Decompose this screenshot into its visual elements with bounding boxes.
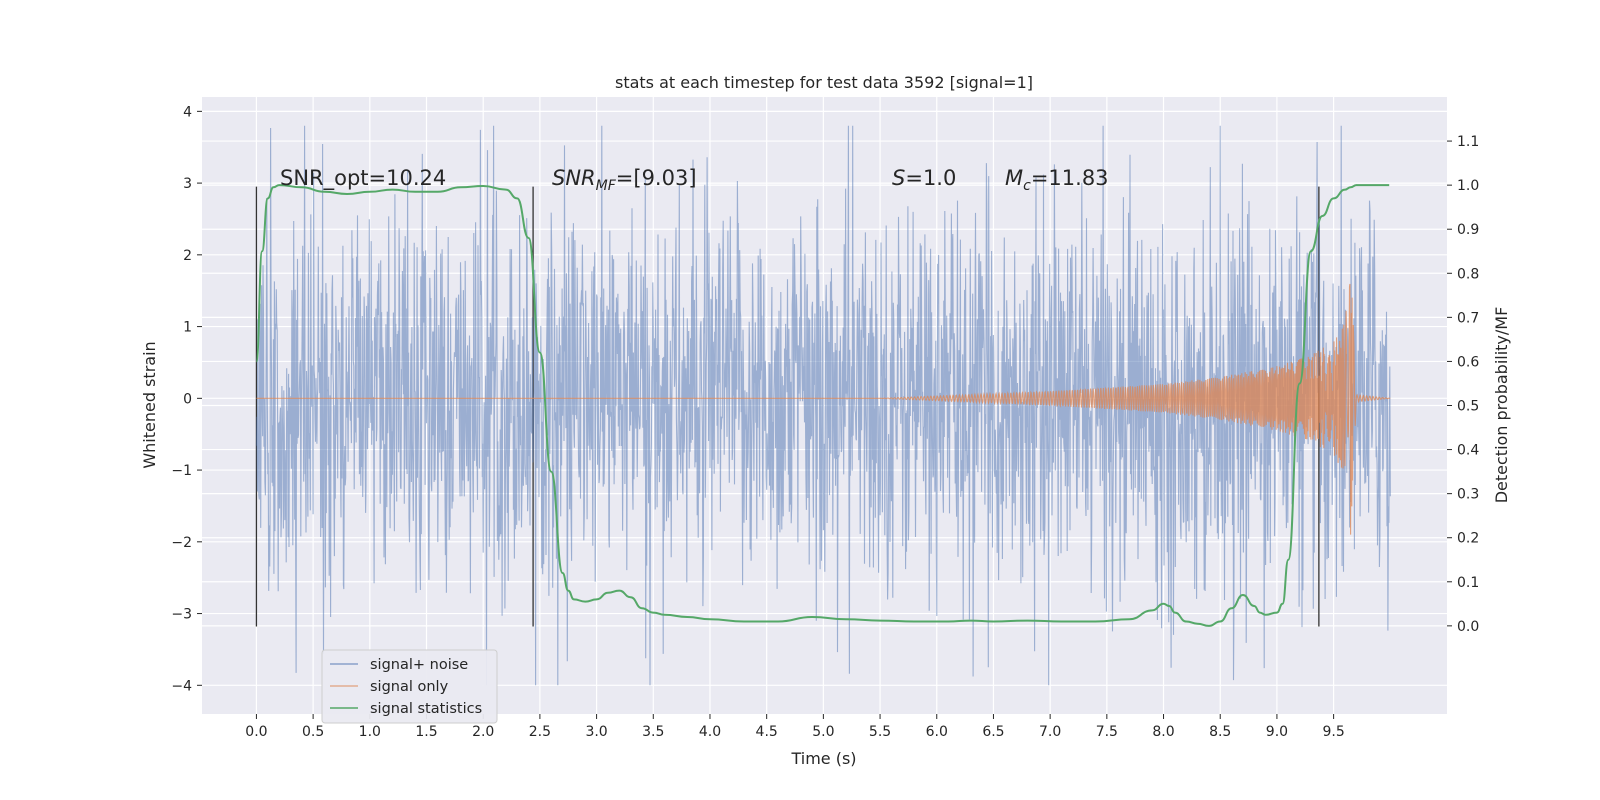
annotation-mc-sub: c bbox=[1023, 178, 1031, 194]
x-tick-label-1: 0.5 bbox=[302, 724, 324, 740]
annotation-s: S=1.0 bbox=[892, 166, 956, 190]
y-right-tick-label-9: 0.9 bbox=[1457, 222, 1479, 238]
legend: signal+ noise signal only signal statist… bbox=[321, 649, 498, 724]
legend-label-signal-statistics: signal statistics bbox=[370, 701, 482, 717]
y-left-axis-label: Whitened strain bbox=[140, 341, 159, 468]
x-tick-label-8: 4.0 bbox=[699, 724, 721, 740]
annotation-snr-mf-value: =[9.03] bbox=[616, 166, 697, 190]
y-left-tick-label-1: −3 bbox=[171, 607, 192, 623]
x-tick-label-16: 8.0 bbox=[1152, 724, 1174, 740]
x-axis-ticks: 0.0 0.5 1.0 1.5 2.0 2.5 3.0 3.5 4.0 4.5 5.0 5.5 6.0 6… bbox=[245, 714, 1345, 740]
y-right-tick-label-4: 0.4 bbox=[1457, 443, 1479, 459]
y-left-tick-label-4: 0 bbox=[183, 391, 192, 407]
y-right-tick-label-5: 0.5 bbox=[1457, 399, 1479, 415]
y-right-tick-label-11: 1.1 bbox=[1457, 134, 1479, 150]
annotation-s-value: =1.0 bbox=[905, 166, 956, 190]
x-tick-label-3: 1.5 bbox=[415, 724, 437, 740]
x-tick-label-0: 0.0 bbox=[245, 724, 267, 740]
x-tick-label-12: 6.0 bbox=[926, 724, 948, 740]
legend-label-signal-noise: signal+ noise bbox=[370, 657, 468, 673]
series-signal-noise bbox=[255, 125, 1391, 686]
x-tick-label-19: 9.5 bbox=[1322, 724, 1344, 740]
y-right-tick-label-10: 1.0 bbox=[1457, 178, 1479, 194]
x-tick-label-6: 3.0 bbox=[585, 724, 607, 740]
annotation-mc: Mc=11.83 bbox=[1005, 166, 1109, 194]
y-left-tick-label-8: 4 bbox=[183, 104, 192, 120]
x-tick-label-10: 5.0 bbox=[812, 724, 834, 740]
annotation-s-main: S bbox=[892, 166, 905, 190]
y-right-tick-label-7: 0.7 bbox=[1457, 310, 1479, 326]
annotation-snr-opt: SNR_opt=10.24 bbox=[280, 166, 446, 191]
signal-only-line bbox=[256, 283, 1391, 535]
signal-noise-line bbox=[255, 125, 1391, 686]
y-right-axis-ticks: 0.0 0.1 0.2 0.3 0.4 0.5 0.6 0.7 0.8 0.9 1.0 1.1 bbox=[1447, 134, 1479, 635]
y-right-tick-label-2: 0.2 bbox=[1457, 531, 1479, 547]
annotation-mc-main: M bbox=[1005, 166, 1023, 190]
y-left-tick-label-5: 1 bbox=[183, 320, 192, 336]
y-right-tick-label-3: 0.3 bbox=[1457, 487, 1479, 503]
signal-statistics-line bbox=[255, 184, 1390, 627]
x-tick-label-14: 7.0 bbox=[1039, 724, 1061, 740]
annotation-mc-value: =11.83 bbox=[1031, 166, 1109, 190]
y-left-axis-ticks: −4 −3 −2 −1 0 1 2 3 4 bbox=[171, 104, 202, 694]
y-right-tick-label-6: 0.6 bbox=[1457, 354, 1479, 370]
y-right-tick-label-1: 0.1 bbox=[1457, 575, 1479, 591]
x-tick-label-5: 2.5 bbox=[529, 724, 551, 740]
y-left-tick-label-3: −1 bbox=[171, 463, 192, 479]
y-left-tick-label-7: 3 bbox=[183, 176, 192, 192]
x-tick-label-9: 4.5 bbox=[756, 724, 778, 740]
x-tick-label-17: 8.5 bbox=[1209, 724, 1231, 740]
x-tick-label-11: 5.5 bbox=[869, 724, 891, 740]
y-left-tick-label-2: −2 bbox=[171, 535, 192, 551]
annotation-snr-mf-sub: MF bbox=[596, 178, 617, 194]
x-tick-label-18: 9.0 bbox=[1266, 724, 1288, 740]
y-right-tick-label-8: 0.8 bbox=[1457, 266, 1479, 282]
y-left-tick-label-0: −4 bbox=[171, 678, 192, 694]
x-tick-label-2: 1.0 bbox=[359, 724, 381, 740]
series-signal-only bbox=[256, 283, 1391, 535]
x-axis-label: Time (s) bbox=[790, 749, 856, 768]
annotation-snr-mf-main: SNR bbox=[552, 166, 596, 190]
y-right-tick-label-0: 0.0 bbox=[1457, 619, 1479, 635]
legend-label-signal-only: signal only bbox=[370, 679, 449, 695]
series-signal-statistics bbox=[255, 184, 1390, 627]
x-tick-label-13: 6.5 bbox=[982, 724, 1004, 740]
x-tick-label-15: 7.5 bbox=[1096, 724, 1118, 740]
x-tick-label-4: 2.0 bbox=[472, 724, 494, 740]
y-left-tick-label-6: 2 bbox=[183, 248, 192, 264]
y-right-axis-label: Detection probability/MF bbox=[1492, 307, 1511, 504]
x-tick-label-7: 3.5 bbox=[642, 724, 664, 740]
legend-box bbox=[321, 649, 498, 724]
annotation-snr-mf: SNRMF=[9.03] bbox=[552, 166, 697, 194]
chart-title: stats at each timestep for test data 359… bbox=[615, 73, 1033, 92]
